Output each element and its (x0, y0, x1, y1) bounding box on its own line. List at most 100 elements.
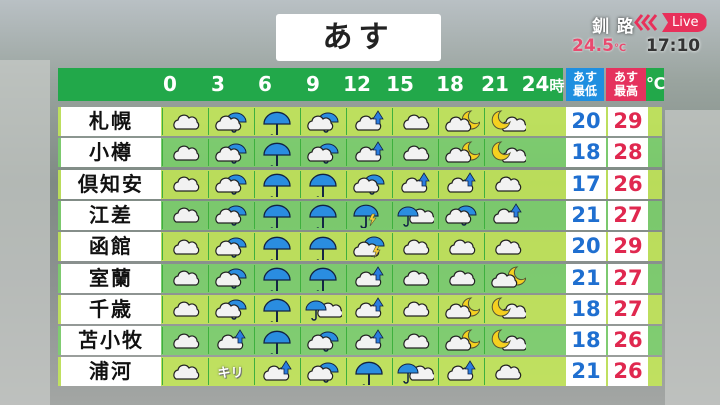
cloud-rain-icon (346, 170, 390, 198)
cloud-shower-icon (346, 295, 390, 323)
cloud-icon (392, 295, 436, 323)
cloud-icon (438, 233, 482, 261)
background-building (0, 60, 50, 405)
cloud-moon-icon (438, 139, 482, 167)
cloud-rain-icon (208, 264, 252, 292)
hour-value: 21 (481, 72, 509, 96)
table-row: 倶知安 17 26 (58, 169, 662, 199)
low-temp: 21 (566, 200, 606, 230)
hour-value: 12 (343, 72, 371, 96)
rain-cloud-icon (300, 295, 344, 323)
city-name: 浦河 (61, 357, 161, 387)
cloud-icon (162, 139, 206, 167)
cloud-icon (162, 295, 206, 323)
cloud-icon (438, 264, 482, 292)
rain-icon (254, 201, 298, 229)
cloud-thunder-icon (346, 233, 390, 261)
rain-thunder-icon (346, 201, 390, 229)
city-name: 倶知安 (61, 169, 161, 199)
hour-value: 3 (211, 72, 225, 96)
cloud-shower-icon (346, 108, 390, 135)
table-row: 千歳 18 27 (58, 294, 662, 324)
high-temp: 29 (608, 232, 648, 262)
high-temp: 26 (608, 169, 648, 199)
table-row: 函館 20 29 (58, 232, 662, 262)
rain-cloud-icon (392, 358, 436, 386)
cloud-shower-icon (484, 201, 528, 229)
high-temp: 26 (608, 326, 648, 356)
high-temp: 26 (608, 357, 648, 387)
cloud-shower-icon (346, 264, 390, 292)
moon-cloud-icon (484, 295, 528, 323)
rain-icon (346, 358, 390, 386)
rain-icon (254, 170, 298, 198)
hour-header: 0 3 6 9 12 15 18 21 24時 (58, 68, 565, 101)
cloud-icon (162, 264, 206, 292)
current-temperature: 24.5℃ (572, 36, 626, 56)
city-name: 江差 (61, 200, 161, 230)
unit-header: ℃ (646, 68, 665, 101)
high-temp: 27 (608, 200, 648, 230)
cloud-rain-icon (208, 233, 252, 261)
cloud-moon-icon (438, 108, 482, 135)
low-temp: 20 (566, 232, 606, 262)
clock: 17:10 (646, 36, 701, 56)
cloud-shower-icon (346, 139, 390, 167)
cloud-shower-icon (208, 327, 252, 355)
cloud-icon (392, 327, 436, 355)
city-name: 小樽 (61, 138, 161, 168)
low-temp: 21 (566, 357, 606, 387)
cloud-shower-icon (254, 358, 298, 386)
hour-value: 24 (521, 72, 550, 96)
station-name: 釧 路 (592, 17, 635, 37)
cloud-moon-icon (438, 295, 482, 323)
fog-label: キリ (217, 366, 244, 382)
hour-suffix: 時 (549, 77, 565, 95)
low-temp: 20 (566, 107, 606, 136)
hour-value: 6 (258, 72, 272, 96)
cloud-moon-icon (438, 327, 482, 355)
rain-icon (300, 170, 344, 198)
live-chevron-icon (634, 14, 658, 31)
low-temp: 18 (566, 326, 606, 356)
cloud-shower-icon (346, 327, 390, 355)
high-temp: 28 (608, 138, 648, 168)
temp-unit: ℃ (613, 43, 627, 54)
cloud-icon (162, 358, 206, 386)
live-badge: Live (661, 13, 707, 32)
cloud-rain-icon (300, 358, 344, 386)
hour-label: 9 (306, 72, 320, 96)
hour-value: 9 (306, 72, 320, 96)
cloud-icon (392, 108, 436, 135)
city-name: 苫小牧 (61, 326, 161, 356)
cloud-rain-icon (300, 108, 344, 135)
low-temp: 21 (566, 263, 606, 293)
rain-icon (300, 233, 344, 261)
moon-cloud-icon (484, 327, 528, 355)
cloud-icon (162, 233, 206, 261)
rain-icon (254, 264, 298, 292)
city-name: 室蘭 (61, 263, 161, 293)
hour-label: 3 (211, 72, 225, 96)
cloud-icon (162, 170, 206, 198)
rain-cloud-icon (392, 201, 436, 229)
high-temp: 29 (608, 107, 648, 136)
cloud-shower-icon (438, 170, 482, 198)
cloud-rain-icon (208, 201, 252, 229)
rain-icon (254, 295, 298, 323)
fog-icon: キリ (208, 358, 252, 386)
rain-icon (300, 264, 344, 292)
table-row: 浦河 キリ 21 26 (58, 357, 662, 387)
cloud-rain-icon (300, 327, 344, 355)
cloud-moon-icon (484, 264, 528, 292)
hour-label: 21 (481, 72, 509, 96)
cloud-icon (484, 233, 528, 261)
low-temp: 17 (566, 169, 606, 199)
page-title: あす (276, 14, 441, 61)
low-temp-header: あす 最低 (566, 68, 604, 101)
cloud-icon (392, 139, 436, 167)
hour-label: 24時 (522, 72, 565, 96)
background-building (665, 110, 720, 405)
cloud-rain-icon (208, 108, 252, 135)
hour-value: 15 (386, 72, 414, 96)
